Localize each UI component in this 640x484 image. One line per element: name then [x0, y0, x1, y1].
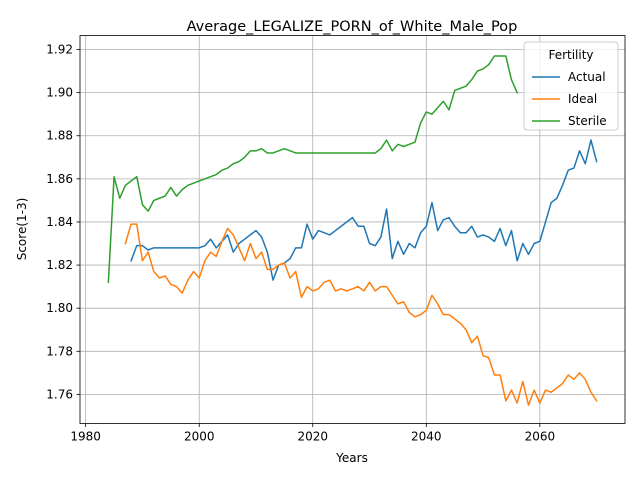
x-tick-label: 2020 — [297, 430, 328, 444]
x-axis-label: Years — [335, 451, 368, 465]
legend-label-actual: Actual — [568, 70, 606, 84]
y-tick-label: 1.76 — [46, 387, 73, 401]
x-tick-label: 2060 — [525, 430, 556, 444]
y-axis-label: Score(1-3) — [15, 198, 29, 261]
chart-title: Average_LEGALIZE_PORN_of_White_Male_Pop — [187, 19, 518, 35]
series-line-ideal — [124, 223, 598, 406]
legend: Fertility Actual Ideal Sterile — [523, 41, 619, 131]
y-tick-label: 1.84 — [46, 215, 73, 229]
legend-title: Fertility — [548, 48, 593, 62]
plot-area-frame — [79, 35, 626, 424]
legend-label-sterile: Sterile — [568, 114, 607, 128]
y-tick-label: 1.92 — [46, 43, 73, 57]
x-tick-label: 2040 — [411, 430, 442, 444]
legend-box — [523, 41, 619, 131]
y-tick-label: 1.88 — [46, 129, 73, 143]
y-tick-label: 1.86 — [46, 172, 73, 186]
x-tick-label: 2000 — [184, 430, 215, 444]
y-tick-label: 1.90 — [46, 86, 73, 100]
x-tick-label: 1980 — [70, 430, 101, 444]
y-tick-label: 1.78 — [46, 344, 73, 358]
series-line-actual — [130, 139, 598, 281]
y-tick-label: 1.82 — [46, 258, 73, 272]
series-line-sterile — [107, 55, 519, 284]
legend-label-ideal: Ideal — [568, 92, 597, 106]
y-tick-label: 1.80 — [46, 301, 73, 315]
